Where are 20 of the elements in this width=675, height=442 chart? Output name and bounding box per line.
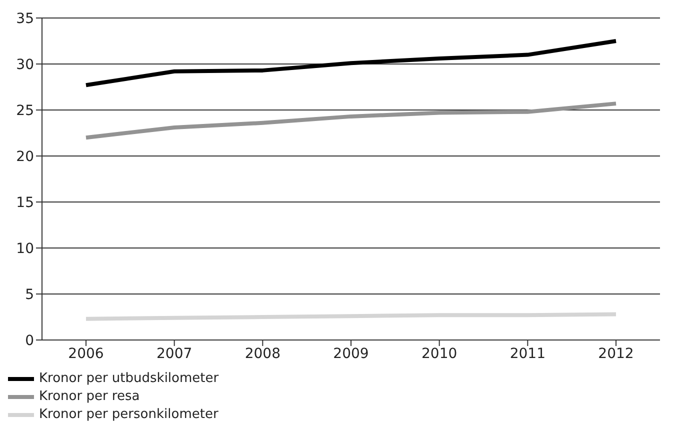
x-tick-label: 2007 xyxy=(156,346,192,362)
legend-label: Kronor per resa xyxy=(39,388,140,406)
y-tick-label: 5 xyxy=(25,286,34,303)
legend-label: Kronor per personkilometer xyxy=(39,406,218,424)
y-tick-label: 25 xyxy=(16,102,34,119)
line-series xyxy=(84,102,618,140)
x-tick-label: 2010 xyxy=(422,346,458,362)
legend-label: Kronor per utbudskilometer xyxy=(39,370,219,388)
x-tick-label: 2011 xyxy=(510,346,546,362)
y-tick-label: 10 xyxy=(16,240,34,257)
y-tick-label: 35 xyxy=(16,10,34,27)
line-series xyxy=(84,39,618,88)
x-tick-label: 2006 xyxy=(68,346,104,362)
y-tick-label: 0 xyxy=(25,332,34,349)
y-tick-label: 30 xyxy=(16,56,34,73)
x-tick-label: 2008 xyxy=(244,346,280,362)
y-tick-label: 15 xyxy=(16,194,34,211)
x-tick-label: 2012 xyxy=(598,346,634,362)
y-tick-label: 20 xyxy=(16,148,34,165)
x-tick-label: 2009 xyxy=(333,346,369,362)
